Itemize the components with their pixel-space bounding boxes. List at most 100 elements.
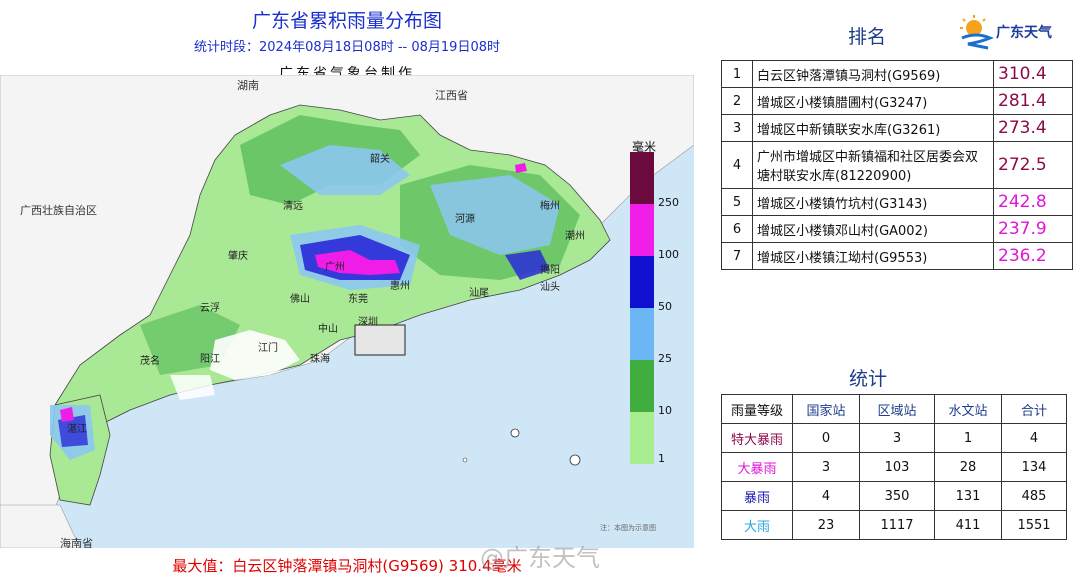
hainan-land xyxy=(0,504,81,548)
rain-band-25-50 xyxy=(430,175,560,255)
watermark: @广东天气 xyxy=(480,544,600,572)
stats-cell: 485 xyxy=(1001,481,1067,511)
place-label: 广州 xyxy=(325,262,345,273)
legend-tick: 250 xyxy=(658,196,679,209)
legend-swatch-25-50 xyxy=(630,308,654,360)
rain-band-100-250 xyxy=(515,163,527,173)
hong-kong-box xyxy=(354,324,406,356)
ranking-row: 3 增城区中新镇联安水库(G3261) 273.4 xyxy=(721,114,1073,142)
rainfall-value: 310.4 xyxy=(993,60,1073,88)
rain-band-50-100 xyxy=(505,250,550,280)
place-label: 佛山 xyxy=(290,294,310,305)
weather-logo-icon xyxy=(960,15,994,50)
rain-level-label: 暴雨 xyxy=(721,481,793,511)
no-rain-area xyxy=(170,375,215,400)
place-label: 湖南 xyxy=(237,79,259,92)
place-label: 湛江 xyxy=(67,424,87,435)
island xyxy=(569,454,581,466)
ranking-title: 排名 xyxy=(848,26,887,48)
stats-row: 大暴雨 3 103 28 134 xyxy=(721,452,1067,482)
place-label: 韶关 xyxy=(370,154,390,165)
ranking-row: 1 白云区钟落潭镇马洞村(G9569) 310.4 xyxy=(721,60,1073,88)
stats-header-cell: 国家站 xyxy=(792,394,860,424)
place-label: 潮州 xyxy=(565,231,585,242)
max-value-line: 最大值：白云区钟落潭镇马洞村(G9569) 310.4毫米 xyxy=(172,557,522,575)
place-label: 云浮 xyxy=(200,303,220,314)
rainfall-legend: 250 100 50 25 10 1 xyxy=(630,152,682,465)
stats-cell: 1117 xyxy=(859,510,935,540)
place-label: 中山 xyxy=(318,324,338,335)
place-label: 河源 xyxy=(455,214,475,225)
logo-text: 广东天气 xyxy=(996,25,1052,41)
stats-cell: 4 xyxy=(1001,423,1067,453)
legend-swatch-100-250 xyxy=(630,204,654,256)
place-label: 珠海 xyxy=(310,354,330,365)
legend-tick: 50 xyxy=(658,300,672,313)
rain-band-100-250 xyxy=(315,250,400,275)
no-rain-area xyxy=(210,330,300,380)
place-label: 清远 xyxy=(283,201,303,212)
place-label: 深圳 xyxy=(358,317,378,328)
rank-number: 7 xyxy=(721,242,753,270)
place-label: 阳江 xyxy=(200,354,220,365)
rain-band-50-100 xyxy=(58,415,88,447)
ranking-row: 7 增城区小楼镇江坳村(G9553) 236.2 xyxy=(721,242,1073,270)
stats-cell: 131 xyxy=(934,481,1002,511)
station-name: 广州市增城区中新镇福和社区居委会双塘村联安水库(81220900) xyxy=(752,141,994,189)
stats-title: 统计 xyxy=(849,368,888,390)
rainfall-map-panel: 广东省累积雨量分布图 统计时段：2024年08月18日08时 -- 08月19日… xyxy=(0,10,694,575)
ranking-row: 5 增城区小楼镇竹坑村(G3143) 242.8 xyxy=(721,188,1073,216)
rainfall-value: 272.5 xyxy=(993,141,1073,189)
stats-header-cell: 雨量等级 xyxy=(721,394,793,424)
legend-swatch-250plus xyxy=(630,152,654,204)
station-name: 增城区小楼镇腊圃村(G3247) xyxy=(752,87,994,115)
rank-number: 5 xyxy=(721,188,753,216)
legend-swatch-10-25 xyxy=(630,360,654,412)
rain-band-25-50 xyxy=(280,145,410,195)
stats-table: 雨量等级 国家站 区域站 水文站 合计 特大暴雨 0 3 1 4 大暴雨 3 103 28 134 暴雨 4 35… xyxy=(721,394,1067,540)
island xyxy=(462,457,468,463)
rainfall-value: 237.9 xyxy=(993,215,1073,243)
place-label: 茂名 xyxy=(140,356,160,367)
place-label: 肇庆 xyxy=(228,251,248,262)
stats-header-cell: 区域站 xyxy=(859,394,935,424)
place-label: 江门 xyxy=(258,343,278,354)
stats-cell: 1 xyxy=(934,423,1002,453)
stats-cell: 350 xyxy=(859,481,935,511)
stats-header-row: 雨量等级 国家站 区域站 水文站 合计 xyxy=(721,394,1067,424)
stats-cell: 1551 xyxy=(1001,510,1067,540)
map-note: 注：本图为示意图 xyxy=(600,524,656,532)
island xyxy=(510,428,520,438)
ranking-row: 2 增城区小楼镇腊圃村(G3247) 281.4 xyxy=(721,87,1073,115)
map-graphic xyxy=(0,75,694,548)
station-name: 增城区小楼镇邓山村(GA002) xyxy=(752,215,994,243)
legend-swatch-50-100 xyxy=(630,256,654,308)
station-name: 白云区钟落潭镇马洞村(G9569) xyxy=(752,60,994,88)
ranking-row: 4 广州市增城区中新镇福和社区居委会双塘村联安水库(81220900) 272.5 xyxy=(721,141,1073,189)
rank-number: 2 xyxy=(721,87,753,115)
place-label: 东莞 xyxy=(348,294,368,305)
stats-cell: 3 xyxy=(792,452,860,482)
rainfall-value: 281.4 xyxy=(993,87,1073,115)
legend-unit: 毫米 xyxy=(632,140,657,154)
stats-cell: 0 xyxy=(792,423,860,453)
map-title: 广东省累积雨量分布图 xyxy=(251,10,442,32)
rank-number: 3 xyxy=(721,114,753,142)
legend-tick: 100 xyxy=(658,248,679,261)
stats-cell: 28 xyxy=(934,452,1002,482)
stats-cell: 4 xyxy=(792,481,860,511)
stats-cell: 3 xyxy=(859,423,935,453)
place-label: 梅州 xyxy=(540,201,560,212)
rank-number: 4 xyxy=(721,141,753,189)
rain-level-label: 大雨 xyxy=(721,510,793,540)
place-label: 汕尾 xyxy=(469,288,489,299)
rainfall-value: 273.4 xyxy=(993,114,1073,142)
place-label: 汕头 xyxy=(540,282,560,293)
rain-level-label: 大暴雨 xyxy=(721,452,793,482)
place-label: 揭阳 xyxy=(540,265,560,276)
stats-row: 大雨 23 1117 411 1551 xyxy=(721,510,1067,540)
place-label: 广西壮族自治区 xyxy=(20,204,97,217)
stats-header-cell: 合计 xyxy=(1001,394,1067,424)
ranking-table: 1 白云区钟落潭镇马洞村(G9569) 310.4 2 增城区小楼镇腊圃村(G3247)… xyxy=(721,60,1073,270)
place-label: 惠州 xyxy=(390,281,410,292)
